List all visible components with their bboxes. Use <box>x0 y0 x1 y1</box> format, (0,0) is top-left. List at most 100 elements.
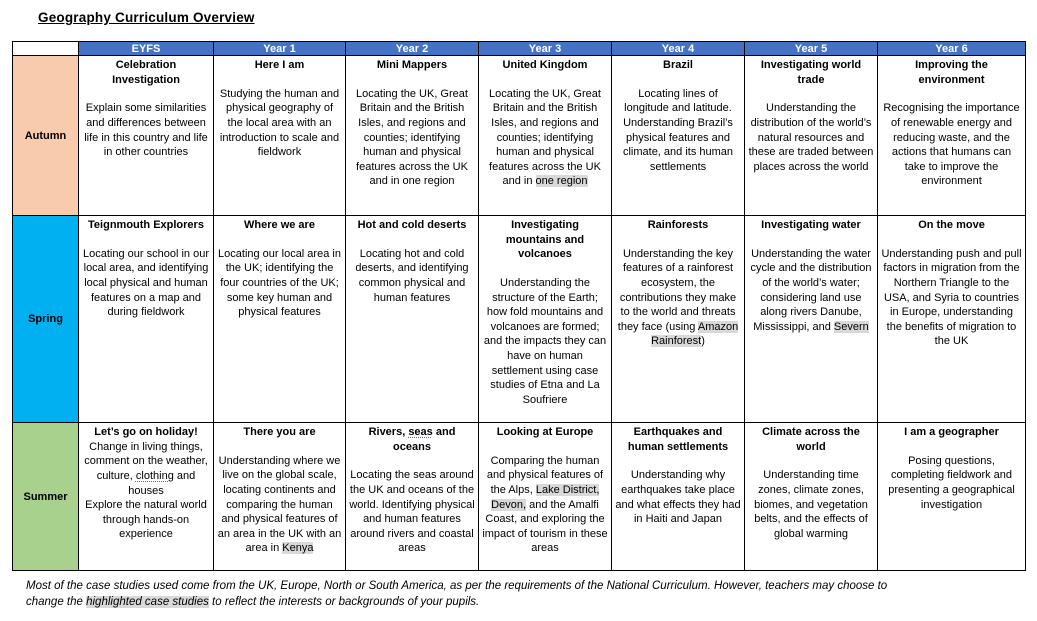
unit-title-text: Here I am <box>254 59 305 71</box>
curriculum-cell: Mini Mappers Locating the UK, Great Brita… <box>345 55 479 216</box>
unit-title-text: Climate across the world <box>762 426 860 453</box>
column-header-year-2: Year 2 <box>345 41 479 56</box>
description-text: physical geography of the local area wit… <box>219 102 340 159</box>
unit-title-text: Where we are <box>244 219 315 231</box>
table-body: Autumn Celebration Investigation Explain s… <box>12 55 1026 571</box>
description-text: Understanding why earthquakes take place… <box>615 469 741 526</box>
curriculum-cell: Climate across the world Understanding ti… <box>744 422 878 571</box>
description-text: Understanding time zones, climate zones,… <box>754 469 868 540</box>
column-header-year-3: Year 3 <box>478 41 612 56</box>
curriculum-cell: There you are Understanding where we live… <box>213 422 346 571</box>
spacer <box>217 440 342 454</box>
curriculum-cell: United Kingdom Locating the UK, Great Bri… <box>478 55 612 216</box>
curriculum-cell: Brazil Locating lines of longitude and la… <box>611 55 745 216</box>
unit-description: Locating hot and cold deserts, and ident… <box>349 247 475 306</box>
unit-title-text: Rivers, <box>368 426 409 438</box>
curriculum-cell: I am a geographer Posing questions, compl… <box>877 422 1026 571</box>
unit-title: Where we are <box>217 218 342 233</box>
unit-title: Hot and cold deserts <box>349 218 475 233</box>
curriculum-cell: Rivers, seas and oceans Locating the seas… <box>345 422 479 571</box>
description-text: Understanding the distribution of the wo… <box>748 102 874 173</box>
description-text: Change in living things, comment on the … <box>84 440 208 482</box>
footer-text: Most of the case studies used come from … <box>26 580 888 592</box>
unit-description: Locating lines of longitude and latitude… <box>615 87 741 175</box>
curriculum-cell: Teignmouth Explorers Locating our school … <box>78 215 214 423</box>
footer-note: Most of the case studies used come from … <box>26 578 946 610</box>
table-header: EYFS Year 1 Year 2 Year 3 Year 4 Year 5 Year 6 <box>12 41 1026 56</box>
spacer <box>82 87 210 101</box>
spellcheck-text: seas <box>408 426 433 438</box>
unit-title: Investigating water <box>748 218 874 233</box>
unit-description: Locating the UK, Great Britain and the B… <box>482 87 608 189</box>
column-header-eyfs: EYFS <box>78 41 214 56</box>
curriculum-cell: Investigating mountains and volcanoes Und… <box>478 215 612 423</box>
spacer <box>217 233 342 247</box>
unit-description: Recognising the importance of renewable … <box>881 101 1022 189</box>
footer-text: to reflect the interests or backgrounds … <box>208 596 480 609</box>
season-label-spring: Spring <box>12 215 79 423</box>
unit-title-text: On the move <box>918 219 985 231</box>
season-row-summer: Summer Let’s go on holiday! Change in livi… <box>12 422 1026 571</box>
season-label-autumn: Autumn <box>12 55 79 216</box>
unit-title-text: Hot and cold deserts <box>357 219 467 231</box>
description-text: and houses <box>128 469 196 497</box>
unit-description: Understanding push and pull factors in m… <box>881 247 1022 349</box>
description-text: Explore the natural world through hands-… <box>85 499 207 541</box>
unit-title-text: Rainforests <box>647 219 709 231</box>
curriculum-cell: On the move Understanding push and pull f… <box>877 215 1026 423</box>
description-text: and the Amalfi Coast, and exploring the … <box>482 498 608 555</box>
unit-description: Locating the seas around the UK and ocea… <box>349 468 475 556</box>
unit-title: Celebration Investigation <box>82 58 210 87</box>
curriculum-cell: Where we are Locating our local area in t… <box>213 215 346 423</box>
curriculum-cell: Investigating water Understanding the wat… <box>744 215 878 423</box>
spacer <box>482 73 608 87</box>
unit-title-text: Teignmouth Explorers <box>88 219 204 231</box>
spacer <box>217 73 342 87</box>
spacer <box>881 440 1022 454</box>
column-header-year-4: Year 4 <box>611 41 745 56</box>
spacer <box>615 233 741 247</box>
spacer <box>615 454 741 468</box>
unit-title: I am a geographer <box>881 425 1022 440</box>
spacer <box>482 262 608 276</box>
unit-title: Teignmouth Explorers <box>82 218 210 233</box>
season-row-autumn: Autumn Celebration Investigation Explain s… <box>12 55 1026 216</box>
curriculum-cell: Investigating world trade Understanding t… <box>744 55 878 216</box>
curriculum-table: EYFS Year 1 Year 2 Year 3 Year 4 Year 5 Year 6… <box>12 41 1026 571</box>
unit-description: Understanding where we live on the globa… <box>217 454 342 556</box>
unit-title-text: Investigating mountains and volcanoes <box>505 219 585 261</box>
description-text: Locating the UK, Great Britain and the B… <box>356 87 468 188</box>
highlighted-text: Kenya <box>282 542 314 555</box>
spacer <box>349 233 475 247</box>
curriculum-cell: Hot and cold deserts Locating hot and col… <box>345 215 479 423</box>
description-text: Understanding the water cycle and the di… <box>750 247 872 333</box>
highlighted-text: Devon, <box>491 498 527 511</box>
unit-description: Posing questions, completing fieldwork a… <box>881 454 1022 513</box>
spacer <box>881 87 1022 101</box>
unit-title-text: and oceans <box>393 426 456 453</box>
description-text: Explain some similarities and difference… <box>84 102 208 159</box>
unit-title: On the move <box>881 218 1022 233</box>
spacer <box>349 73 475 87</box>
description-text: ) <box>701 335 705 348</box>
unit-description: Understanding the structure of the Earth… <box>482 276 608 408</box>
unit-title-text: Improving the environment <box>915 59 988 86</box>
description-text: Locating the seas around the UK and ocea… <box>349 469 475 555</box>
corner-cell <box>12 41 79 56</box>
unit-title: Investigating mountains and volcanoes <box>482 218 608 262</box>
unit-description: Understanding the key features of a rain… <box>615 247 741 349</box>
footer-line: change the highlighted case studies to r… <box>26 594 946 610</box>
unit-description: Locating our school in our local area, a… <box>82 247 210 320</box>
description-text: Studying the human and <box>219 87 340 100</box>
curriculum-cell: Rainforests Understanding the key feature… <box>611 215 745 423</box>
highlighted-text: Severn <box>833 320 869 333</box>
unit-title: Earthquakes and human settlements <box>615 425 741 454</box>
season-row-spring: Spring Teignmouth Explorers Locating our s… <box>12 215 1026 423</box>
unit-description: Locating the UK, Great Britain and the B… <box>349 87 475 189</box>
description-text: Posing questions, completing fieldwork a… <box>888 454 1015 511</box>
spellcheck-text: clothing <box>135 469 174 482</box>
unit-title-text: I am a geographer <box>904 426 999 438</box>
unit-title: Investigating world trade <box>748 58 874 87</box>
unit-title-text: Looking at Europe <box>496 426 594 438</box>
unit-title: Climate across the world <box>748 425 874 454</box>
